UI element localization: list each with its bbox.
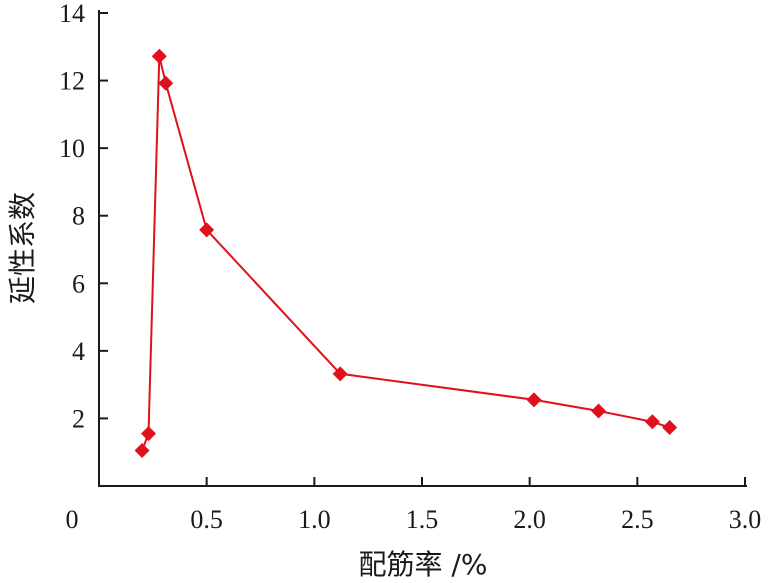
x-tick-label: 1.5 — [406, 505, 439, 534]
data-point — [332, 366, 348, 382]
data-point — [644, 414, 660, 430]
y-tick-label: 4 — [72, 337, 85, 366]
x-tick-label: 1.0 — [298, 505, 331, 534]
y-ticks: 2 4 6 8 10 12 14 — [59, 0, 108, 433]
x-tick-label: 3.0 — [729, 505, 762, 534]
data-point — [199, 222, 215, 238]
data-point — [591, 403, 607, 419]
x-tick-label: 2.5 — [621, 505, 654, 534]
x-tick-label: 0 — [66, 505, 79, 534]
data-point — [526, 392, 542, 408]
y-tick-label: 10 — [59, 134, 85, 163]
data-point — [662, 420, 678, 436]
x-tick-label: 2.0 — [513, 505, 546, 534]
series-line — [141, 55, 670, 451]
y-tick-label: 2 — [72, 404, 85, 433]
y-axis-title: 延性系数 — [6, 192, 39, 304]
data-point — [158, 75, 174, 91]
y-axis: 2 4 6 8 10 12 14 — [59, 0, 108, 487]
x-axis: 0 0.5 1.0 1.5 2.0 2.5 3.0 — [66, 477, 762, 534]
x-ticks: 0 0.5 1.0 1.5 2.0 2.5 3.0 — [66, 477, 762, 534]
y-tick-label: 8 — [72, 202, 85, 231]
y-tick-label: 14 — [59, 0, 85, 28]
y-tick-label: 6 — [72, 269, 85, 298]
data-point — [141, 426, 157, 442]
data-point — [134, 443, 150, 459]
x-tick-label: 0.5 — [190, 505, 223, 534]
x-axis-title: 配筋率 /% — [359, 548, 488, 581]
data-point — [151, 48, 167, 64]
y-tick-label: 12 — [59, 67, 85, 96]
plot-area — [134, 48, 678, 459]
